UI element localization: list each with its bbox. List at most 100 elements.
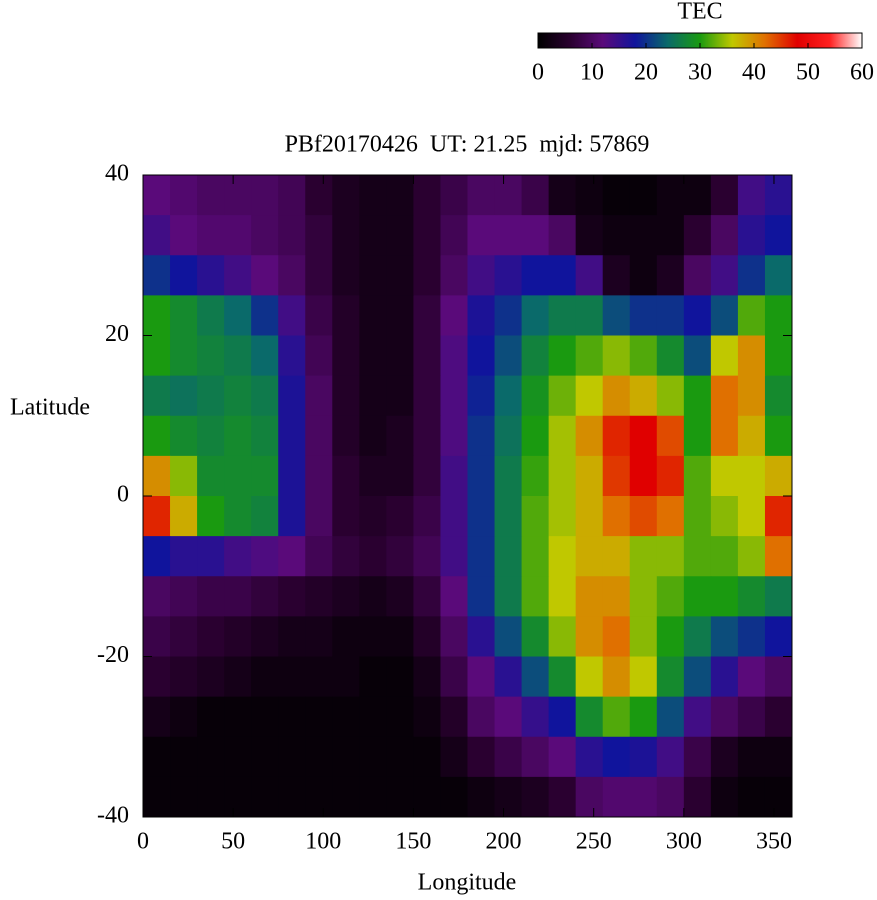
heat-cell xyxy=(413,215,441,256)
heat-cell xyxy=(764,455,793,497)
heat-cell xyxy=(386,736,414,778)
heat-cell xyxy=(710,255,739,296)
heat-cell xyxy=(359,776,387,818)
heat-cell xyxy=(359,415,387,457)
y-tick-label: 20 xyxy=(105,321,129,347)
heat-cell xyxy=(467,295,496,336)
heat-cell xyxy=(143,616,171,657)
heat-cell xyxy=(251,375,279,417)
heat-cell xyxy=(413,536,441,577)
heat-cell xyxy=(656,696,685,738)
heat-cell xyxy=(197,656,225,698)
heat-cell xyxy=(683,295,712,336)
heat-cell xyxy=(683,656,712,698)
heat-cell xyxy=(737,455,766,497)
heat-cell xyxy=(440,295,468,336)
heat-cell xyxy=(602,496,631,537)
heat-cell xyxy=(170,335,198,377)
heat-cell xyxy=(494,335,523,377)
heat-cell xyxy=(494,496,523,537)
heat-cell xyxy=(602,696,631,738)
x-tick-label: 0 xyxy=(137,829,149,855)
heat-cell xyxy=(575,415,604,457)
heat-cell xyxy=(548,215,577,256)
heat-cell xyxy=(710,295,739,336)
heat-cell xyxy=(521,215,550,256)
heat-cell xyxy=(413,736,441,778)
heat-cell xyxy=(494,656,523,698)
heat-cell xyxy=(413,335,441,377)
heat-cell xyxy=(467,616,496,657)
heat-cell xyxy=(629,616,658,657)
heat-cell xyxy=(575,536,604,577)
heat-cell xyxy=(440,175,468,216)
heat-cell xyxy=(629,696,658,738)
heat-cell xyxy=(737,496,766,537)
heat-cell xyxy=(656,175,685,216)
heat-cell xyxy=(710,656,739,698)
heat-cell xyxy=(683,616,712,657)
colorbar-tick-label: 20 xyxy=(634,60,658,86)
heat-cell xyxy=(413,696,441,738)
heat-cell xyxy=(143,455,171,497)
heat-cell xyxy=(278,215,306,256)
heat-cell xyxy=(683,496,712,537)
heat-cell xyxy=(197,536,225,577)
heat-cell xyxy=(575,335,604,377)
heat-cell xyxy=(413,455,441,497)
heat-cell xyxy=(359,536,387,577)
chart-title: PBf20170426 UT: 21.25 mjd: 57869 xyxy=(285,132,650,158)
heat-cell xyxy=(764,255,793,296)
heat-cell xyxy=(440,375,468,417)
heat-cell xyxy=(224,175,252,216)
heat-cell xyxy=(602,335,631,377)
heat-cell xyxy=(764,496,793,537)
heat-cell xyxy=(683,175,712,216)
heat-cell xyxy=(332,455,360,497)
heat-cell xyxy=(494,215,523,256)
x-tick-label: 50 xyxy=(221,829,245,855)
heat-cell xyxy=(197,255,225,296)
heat-cell xyxy=(170,175,198,216)
heat-cell xyxy=(602,616,631,657)
heat-cell xyxy=(521,616,550,657)
colorbar-label: TEC xyxy=(677,0,722,25)
heat-cell xyxy=(440,776,468,818)
heat-cell xyxy=(548,536,577,577)
heat-cell xyxy=(386,455,414,497)
heat-cell xyxy=(278,295,306,336)
heat-cell xyxy=(764,736,793,778)
heat-cell xyxy=(251,576,279,617)
y-tick-label: 40 xyxy=(105,161,129,187)
heat-cell xyxy=(602,736,631,778)
heat-cell xyxy=(386,375,414,417)
heat-cell xyxy=(548,255,577,296)
heat-cell xyxy=(170,455,198,497)
heat-cell xyxy=(575,736,604,778)
heat-cell xyxy=(143,736,171,778)
heat-cell xyxy=(332,295,360,336)
heat-cell xyxy=(467,215,496,256)
heat-cell xyxy=(710,215,739,256)
heat-cell xyxy=(575,656,604,698)
heat-cell xyxy=(764,696,793,738)
colorbar-tick-label: 50 xyxy=(796,60,820,86)
heat-cell xyxy=(413,616,441,657)
heat-cell xyxy=(521,255,550,296)
heat-cell xyxy=(602,215,631,256)
heat-cell xyxy=(386,496,414,537)
heat-cell xyxy=(143,496,171,537)
heat-cell xyxy=(494,255,523,296)
heat-cell xyxy=(494,616,523,657)
heat-cell xyxy=(251,696,279,738)
heat-cell xyxy=(305,696,333,738)
heat-cell xyxy=(494,295,523,336)
heat-cell xyxy=(521,776,550,818)
heat-cell xyxy=(332,496,360,537)
heat-cell xyxy=(629,736,658,778)
heat-cell xyxy=(737,616,766,657)
heat-cell xyxy=(683,455,712,497)
heat-cell xyxy=(197,215,225,256)
heat-cell xyxy=(224,656,252,698)
heat-cell xyxy=(278,175,306,216)
